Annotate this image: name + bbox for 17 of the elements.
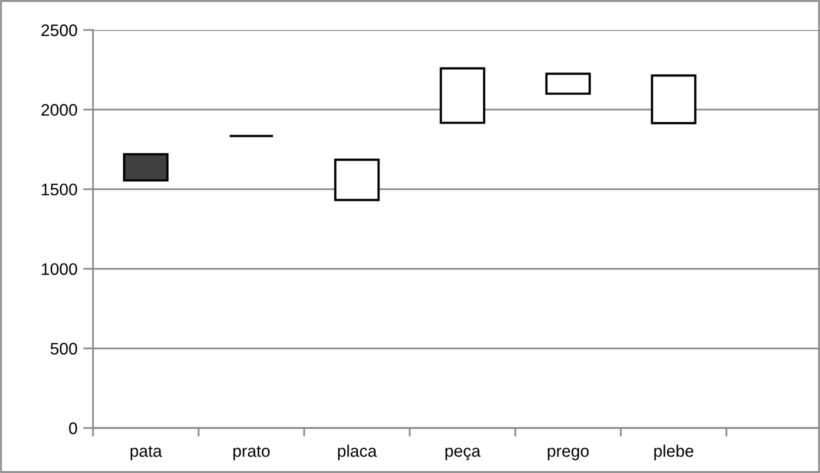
bar bbox=[545, 72, 591, 95]
x-tick-label: peça bbox=[446, 448, 481, 460]
x-tick-label: plebe bbox=[654, 444, 694, 460]
x-tick-label: placa bbox=[338, 444, 377, 460]
x-tick-label: prato bbox=[233, 446, 270, 460]
y-tick-label: 0 bbox=[69, 422, 78, 434]
bar bbox=[123, 153, 169, 182]
y-tick-label: 2000 bbox=[41, 104, 78, 116]
bar bbox=[650, 74, 696, 124]
bar bbox=[334, 158, 380, 202]
y-tick-label: 1000 bbox=[42, 263, 78, 276]
bar bbox=[440, 67, 486, 124]
y-tick-label: 1500 bbox=[42, 184, 78, 196]
y-tick-label: 2500 bbox=[41, 24, 78, 36]
x-tick-label: prego bbox=[548, 448, 589, 460]
x-tick-label: pata bbox=[130, 446, 162, 460]
y-tick-label: 500 bbox=[50, 342, 78, 355]
